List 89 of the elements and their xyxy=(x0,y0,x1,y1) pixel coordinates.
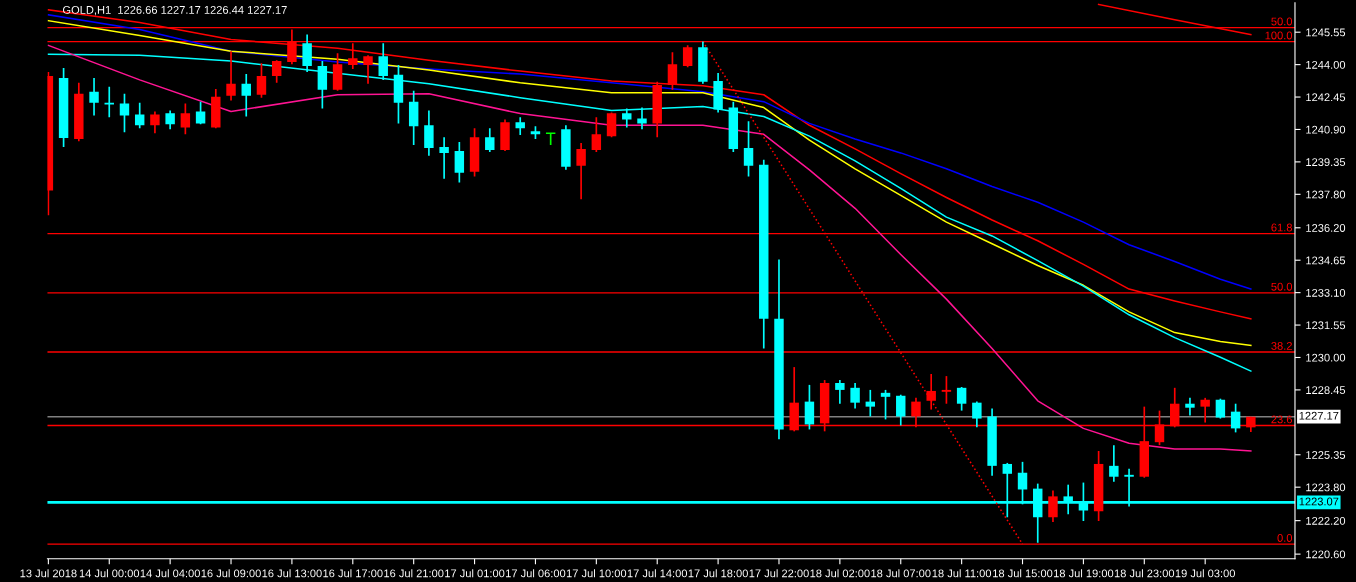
candlestick xyxy=(454,141,465,184)
candlestick xyxy=(134,101,145,130)
candlestick xyxy=(835,379,845,405)
x-tick-label: 17 Jul 06:00 xyxy=(506,569,566,578)
candlestick xyxy=(622,107,632,129)
candlestick xyxy=(1200,397,1210,424)
x-tick-label: 16 Jul 17:00 xyxy=(323,569,383,578)
candlestick xyxy=(667,51,678,91)
candlestick xyxy=(1185,397,1195,417)
chart-title: GOLD,H1 1226.66 1227.17 1226.44 1227.17 xyxy=(62,5,287,16)
y-tick-label: 1223.80 xyxy=(1306,483,1346,492)
y-tick-label: 1240.90 xyxy=(1306,125,1346,134)
y-tick-label: 1230.00 xyxy=(1306,353,1346,362)
candlestick xyxy=(850,382,860,410)
y-tick-label: 1228.45 xyxy=(1306,386,1346,395)
y-tick-label: 1239.35 xyxy=(1306,158,1346,167)
y-tick-label: 1244.00 xyxy=(1306,60,1346,69)
candlestick xyxy=(195,100,206,126)
candlestick xyxy=(926,373,936,411)
y-tick-label: 1236.20 xyxy=(1306,224,1346,232)
x-tick-label: 13 Jul 2018 xyxy=(20,569,77,578)
annotation: 38.2 xyxy=(1271,341,1292,350)
annotation: 61.8 xyxy=(1271,223,1292,232)
x-tick-label: 18 Jul 02:00 xyxy=(810,569,870,578)
y-tick-label: 1220.60 xyxy=(1306,550,1346,559)
x-tick-label: 16 Jul 21:00 xyxy=(384,569,444,578)
candlestick xyxy=(180,102,191,136)
annotation: 50.0 xyxy=(1271,17,1293,26)
candlestick xyxy=(896,393,906,427)
x-tick-label: 16 Jul 09:00 xyxy=(201,569,261,578)
x-tick-label: 17 Jul 14:00 xyxy=(627,569,688,578)
candlestick xyxy=(317,60,328,110)
annotation: 23.6 xyxy=(1271,415,1292,424)
candlestick xyxy=(545,132,557,146)
candlestick xyxy=(1048,489,1058,523)
candlestick xyxy=(150,110,160,135)
x-tick-label: 18 Jul 11:00 xyxy=(932,569,992,578)
candlestick xyxy=(972,400,982,429)
x-tick-label: 18 Jul 07:00 xyxy=(871,569,931,578)
candlestick xyxy=(271,59,282,84)
annotation: 0.0 xyxy=(1277,534,1293,542)
candlestick xyxy=(804,384,815,431)
y-tick-label: 1242.45 xyxy=(1306,93,1346,102)
candlestick xyxy=(104,85,114,119)
candlestick xyxy=(743,120,754,178)
ref-line-label: 1227.17 xyxy=(1299,411,1339,420)
candlestick xyxy=(241,73,251,118)
candlestick xyxy=(956,386,967,412)
candlestick xyxy=(865,389,876,418)
y-tick-label: 1237.80 xyxy=(1306,190,1346,199)
x-tick-label: 18 Jul 19:00 xyxy=(1053,569,1114,578)
candlestick xyxy=(89,77,99,117)
ref-line-label: 1223.07 xyxy=(1299,497,1339,506)
candlestick xyxy=(682,44,693,68)
candlestick xyxy=(439,136,449,180)
x-tick-label: 14 Jul 04:00 xyxy=(140,569,200,578)
candlestick xyxy=(256,62,267,99)
x-tick-label: 17 Jul 10:00 xyxy=(566,569,627,578)
candlestick xyxy=(576,142,586,201)
x-tick-label: 17 Jul 01:00 xyxy=(445,569,505,578)
x-tick-label: 16 Jul 13:00 xyxy=(262,569,322,578)
y-tick-label: 1245.55 xyxy=(1306,28,1346,37)
candlestick xyxy=(165,109,175,131)
annotation: 100.0 xyxy=(1265,31,1293,40)
candlestick xyxy=(941,375,952,405)
candlestick xyxy=(363,54,373,85)
x-tick-label: 18 Jul 23:00 xyxy=(1114,569,1175,578)
x-tick-label: 18 Jul 15:00 xyxy=(993,569,1053,578)
x-tick-label: 17 Jul 18:00 xyxy=(688,569,748,578)
y-tick-label: 1233.10 xyxy=(1306,288,1346,297)
candlestick xyxy=(637,106,647,131)
y-tick-label: 1225.35 xyxy=(1306,451,1346,459)
candlestick xyxy=(880,389,891,421)
candlestick xyxy=(424,109,434,157)
candlestick xyxy=(1230,402,1241,434)
candlestick xyxy=(606,111,617,139)
x-tick-label: 19 Jul 03:00 xyxy=(1175,569,1236,578)
annotation: 50.0 xyxy=(1271,282,1293,291)
x-tick-label: 14 Jul 00:00 xyxy=(79,569,140,578)
y-tick-label: 1231.55 xyxy=(1306,321,1346,330)
y-tick-label: 1222.20 xyxy=(1306,516,1346,525)
line-series xyxy=(47,44,1252,452)
candlestick xyxy=(1215,397,1226,420)
y-tick-label: 1234.65 xyxy=(1306,256,1346,265)
candlestick xyxy=(485,127,495,153)
x-tick-label: 17 Jul 22:00 xyxy=(749,569,809,578)
candlestick xyxy=(591,116,602,153)
candlestick xyxy=(226,50,236,102)
candlestick xyxy=(1109,444,1119,483)
